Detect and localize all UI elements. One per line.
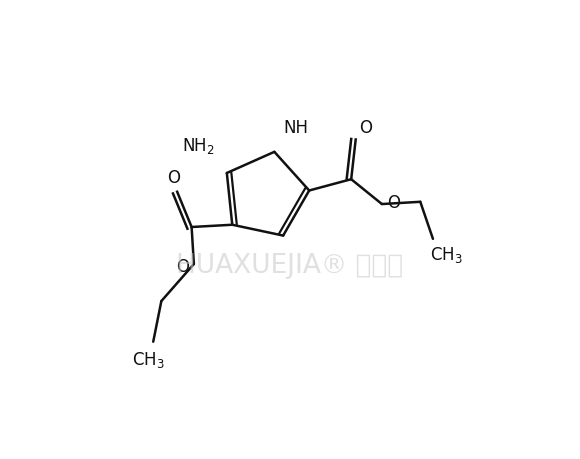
Text: O: O — [176, 258, 189, 276]
Text: O: O — [359, 118, 372, 136]
Text: O: O — [387, 193, 400, 211]
Text: O: O — [167, 168, 180, 186]
Text: HUAXUEJIA® 化学加: HUAXUEJIA® 化学加 — [176, 252, 404, 279]
Text: NH: NH — [284, 119, 309, 137]
Text: NH$_2$: NH$_2$ — [183, 136, 215, 156]
Text: CH$_3$: CH$_3$ — [132, 349, 165, 369]
Text: CH$_3$: CH$_3$ — [430, 244, 463, 264]
